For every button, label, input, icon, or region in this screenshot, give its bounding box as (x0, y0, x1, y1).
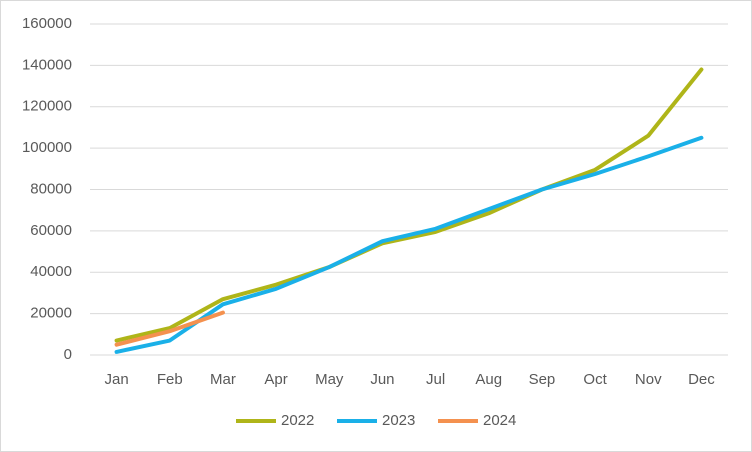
x-tick-label: Sep (529, 371, 556, 388)
y-tick-label: 40000 (30, 263, 72, 280)
x-tick-label: Mar (210, 371, 236, 388)
legend-label: 2022 (281, 412, 314, 429)
y-tick-label: 20000 (30, 305, 72, 322)
series-line (114, 135, 704, 354)
y-tick-label: 100000 (22, 139, 72, 156)
x-tick-label: Jul (426, 371, 445, 388)
y-tick-label: 60000 (30, 222, 72, 239)
series-line (114, 67, 704, 343)
x-tick-label: Nov (635, 371, 662, 388)
x-tick-label: Feb (157, 371, 183, 388)
x-tick-label: Apr (264, 371, 287, 388)
y-tick-label: 140000 (22, 56, 72, 73)
y-tick-label: 80000 (30, 180, 72, 197)
legend-label: 2023 (382, 412, 415, 429)
x-tick-label: Jan (104, 371, 128, 388)
legend-label: 2024 (483, 412, 516, 429)
x-tick-label: May (315, 371, 344, 388)
x-tick-label: Oct (583, 371, 607, 388)
series-line (114, 310, 225, 347)
x-tick-label: Aug (475, 371, 502, 388)
y-tick-label: 0 (64, 346, 72, 363)
y-tick-label: 120000 (22, 98, 72, 115)
x-tick-label: Jun (370, 371, 394, 388)
x-tick-label: Dec (688, 371, 715, 388)
y-tick-label: 160000 (22, 15, 72, 32)
